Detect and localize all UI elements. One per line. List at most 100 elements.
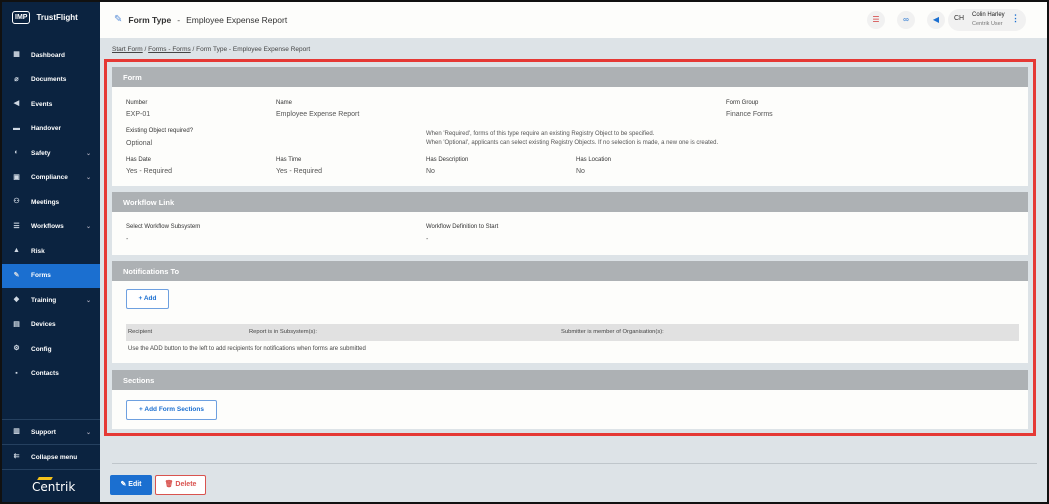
sidebar-item-meetings[interactable]: ⚇ Meetings xyxy=(2,190,100,214)
workflow-details: Select Workflow Subsystem - Workflow Def… xyxy=(112,212,1028,255)
sidebar-item-label: Support xyxy=(31,428,56,436)
sidebar-item-label: Workflows xyxy=(31,223,64,230)
dashboard-icon: ▦ xyxy=(13,51,20,58)
sidebar-item-label: Events xyxy=(31,100,53,108)
has-date-label: Has Date xyxy=(126,157,152,163)
sidebar-item-training[interactable]: ◆ Training ⌄ xyxy=(2,288,100,312)
title-text: Employee Expense Report xyxy=(186,14,288,25)
sidebar-item-dashboard[interactable]: ▦ Dashboard xyxy=(2,43,100,67)
collapse-menu-button[interactable]: ⇇ Collapse menu xyxy=(2,445,100,469)
breadcrumb: Start Form / Forms - Forms / Form Type -… xyxy=(112,46,311,53)
has-description-value: No xyxy=(426,168,435,175)
sidebar-item-label: Meetings xyxy=(31,198,60,206)
link-icon[interactable]: ∞ xyxy=(897,11,915,29)
divider xyxy=(2,444,100,445)
form-details: Number EXP-01 Name Employee Expense Repo… xyxy=(112,87,1028,186)
existing-object-value: Optional xyxy=(126,140,153,147)
avatar: CH xyxy=(954,15,965,22)
section-header-workflow: Workflow Link xyxy=(112,192,1028,212)
add-form-sections-button[interactable]: + Add Form Sections xyxy=(126,400,217,420)
safety-icon: ◐ xyxy=(14,149,19,156)
sidebar-item-safety[interactable]: ◐ Safety ⌄ xyxy=(2,141,100,165)
workflow-definition-label: Workflow Definition to Start xyxy=(426,224,499,230)
notifications-table-header: Recipient Report is in Subsystem(s): Sub… xyxy=(126,324,1019,341)
sidebar-item-support[interactable]: ▥ Support ⌄ xyxy=(2,420,100,444)
title-prefix: Form Type xyxy=(128,14,172,25)
forms-icon: ✎ xyxy=(13,271,20,279)
name-value: Employee Expense Report xyxy=(276,111,360,118)
sidebar-item-label: Safety xyxy=(31,149,51,157)
sidebar-item-devices[interactable]: ▤ Devices xyxy=(2,313,100,337)
page-title: ✎ Form Type - Employee Expense Report xyxy=(114,14,287,25)
user-menu[interactable]: CH Colin Harley Centrik User ⋮ xyxy=(948,9,1026,31)
config-icon: ⚙ xyxy=(13,345,20,352)
megaphone-icon[interactable]: ◀ xyxy=(927,11,945,29)
sidebar-item-config[interactable]: ⚙ Config xyxy=(2,337,100,361)
has-date-value: Yes - Required xyxy=(126,168,173,175)
existing-object-help: When 'Required', forms of this type requ… xyxy=(426,131,655,137)
sidebar-item-label: Handover xyxy=(31,125,61,132)
sidebar-item-label: Risk xyxy=(31,247,45,255)
has-description-label: Has Description xyxy=(426,157,469,163)
divider xyxy=(2,419,100,420)
divider xyxy=(2,469,100,470)
existing-object-label: Existing Object required? xyxy=(126,128,194,134)
sections-panel: + Add Form Sections xyxy=(112,390,1028,429)
logo-text: TrustFlight xyxy=(36,13,78,22)
notifications-empty-message: Use the ADD button to the left to add re… xyxy=(128,346,366,352)
column-organisation: Submitter is member of Organisation(s): xyxy=(561,329,664,335)
sidebar-item-compliance[interactable]: ▣ Compliance ⌄ xyxy=(2,166,100,190)
form-icon: ✎ xyxy=(114,14,123,25)
sidebar-item-label: Forms xyxy=(31,272,51,279)
has-time-value: Yes - Required xyxy=(276,168,323,175)
chevron-down-icon: ⌄ xyxy=(85,297,91,304)
chevron-down-icon: ⌄ xyxy=(85,224,91,230)
edit-button[interactable]: ✎ Edit xyxy=(110,475,152,495)
meetings-icon: ⚇ xyxy=(13,198,20,205)
stack-icon[interactable]: ☰ xyxy=(867,11,885,29)
breadcrumb-current: Form Type - Employee Expense Report xyxy=(196,46,311,53)
more-vertical-icon[interactable]: ⋮ xyxy=(1011,13,1020,23)
divider xyxy=(112,463,1037,464)
section-header-notifications: Notifications To xyxy=(112,261,1028,281)
title-separator: - xyxy=(177,14,181,25)
sidebar-item-forms[interactable]: ✎ Forms xyxy=(2,263,100,288)
sidebar-item-label: Config xyxy=(31,345,52,353)
risk-icon: ▲ xyxy=(13,247,20,254)
form-group-label: Form Group xyxy=(726,100,759,106)
chevron-down-icon: ⌄ xyxy=(85,175,91,181)
workflows-icon: ☰ xyxy=(13,222,20,230)
logo[interactable]: IMP TrustFlight xyxy=(12,11,78,24)
collapse-icon: ⇇ xyxy=(13,453,20,460)
sidebar-item-risk[interactable]: ▲ Risk xyxy=(2,239,100,263)
sidebar-item-label: Compliance xyxy=(31,174,68,181)
logo-mark: IMP xyxy=(12,11,31,24)
centrik-logo: Centrik xyxy=(32,480,76,494)
has-location-label: Has Location xyxy=(576,157,612,163)
support-icon: ▥ xyxy=(13,428,20,435)
contacts-icon: ▪ xyxy=(15,369,18,377)
sidebar-item-label: Documents xyxy=(31,76,67,83)
column-subsystem: Report is in Subsystem(s): xyxy=(249,329,317,335)
sidebar-item-contacts[interactable]: ▪ Contacts xyxy=(2,362,100,386)
delete-button[interactable]: 🗑 Delete xyxy=(155,475,206,495)
has-location-value: No xyxy=(576,168,585,175)
sidebar-item-handover[interactable]: ▬ Handover xyxy=(2,117,100,141)
breadcrumb-start-form[interactable]: Start Form xyxy=(112,46,143,53)
sidebar-item-label: Contacts xyxy=(31,370,59,377)
workflow-subsystem-value: - xyxy=(126,236,129,243)
form-group-value: Finance Forms xyxy=(726,111,773,118)
add-recipient-button[interactable]: + Add xyxy=(126,289,169,309)
sidebar-item-label: Dashboard xyxy=(31,51,65,59)
sidebar-item-workflows[interactable]: ☰ Workflows ⌄ xyxy=(2,215,100,239)
notifications-panel: + Add Recipient Report is in Subsystem(s… xyxy=(112,281,1028,363)
paperclip-icon: ⌀ xyxy=(14,75,19,83)
devices-icon: ▤ xyxy=(13,320,20,328)
breadcrumb-forms[interactable]: Forms - Forms xyxy=(148,46,191,53)
sidebar-item-label: Collapse menu xyxy=(31,453,78,461)
user-name: Colin Harley xyxy=(972,12,1005,18)
sidebar-item-documents[interactable]: ⌀ Documents xyxy=(2,68,100,92)
sidebar-item-events[interactable]: ◀ Events xyxy=(2,92,100,116)
sidebar-item-label: Training xyxy=(31,296,57,304)
